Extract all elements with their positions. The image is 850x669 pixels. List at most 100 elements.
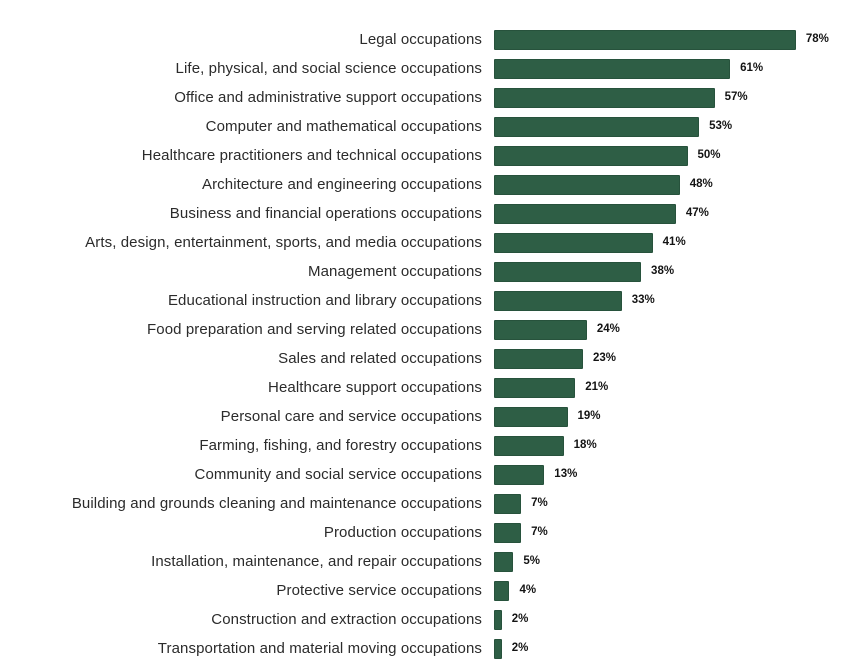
chart-row: Educational instruction and library occu… [0,286,850,315]
bar [494,232,653,253]
bar-area: 7% [494,518,850,547]
category-label: Protective service occupations [276,582,482,599]
value-label: 4% [519,583,537,596]
bar [494,319,587,340]
chart-row: Farming, fishing, and forestry occupatio… [0,431,850,460]
category-label: Computer and mathematical occupations [205,118,482,135]
chart-row: Transportation and material moving occup… [0,634,850,663]
value-label: 23% [593,351,617,364]
chart-row: Personal care and service occupations 19% [0,402,850,431]
category-label: Farming, fishing, and forestry occupatio… [199,437,482,454]
category-label: Legal occupations [359,31,482,48]
value-label: 47% [685,206,709,219]
bar-area: 47% [494,199,850,228]
value-label: 50% [697,148,721,161]
chart-row: Building and grounds cleaning and mainte… [0,489,850,518]
bar [494,116,700,137]
value-label: 13% [554,467,578,480]
chart-row: Production occupations 7% [0,518,850,547]
chart-row: Management occupations 38% [0,257,850,286]
bar [494,493,522,514]
bar-area: 18% [494,431,850,460]
chart-row: Healthcare support occupations 21% [0,373,850,402]
category-label: Food preparation and serving related occ… [146,321,482,338]
bar-area: 23% [494,344,850,373]
category-label: Life, physical, and social science occup… [175,60,482,77]
value-label: 33% [631,293,655,306]
chart-row: Construction and extraction occupations 2… [0,605,850,634]
chart-row: Sales and related occupations 23% [0,344,850,373]
bar [494,203,676,224]
chart-row: Food preparation and serving related occ… [0,315,850,344]
category-label: Management occupations [308,263,482,280]
bar-area: 53% [494,112,850,141]
value-label: 2% [511,612,529,625]
chart-row: Arts, design, entertainment, sports, and… [0,228,850,257]
chart-row: Business and financial operations occupa… [0,199,850,228]
bar [494,261,642,282]
bar-area: 57% [494,83,850,112]
bar [494,551,514,572]
bar-area: 41% [494,228,850,257]
chart-row: Computer and mathematical occupations 53% [0,112,850,141]
bar-area: 48% [494,170,850,199]
value-label: 38% [651,264,675,277]
bar-area: 7% [494,489,850,518]
category-label: Healthcare support occupations [268,379,482,396]
chart-row: Life, physical, and social science occup… [0,54,850,83]
category-label: Office and administrative support occupa… [174,89,482,106]
value-label: 24% [596,322,620,335]
bar-area: 2% [494,634,850,663]
category-label: Healthcare practitioners and technical o… [141,147,482,164]
value-label: 7% [531,525,548,538]
category-label: Architecture and engineering occupations [201,176,482,193]
bar [494,464,545,485]
category-label: Community and social service occupations [194,466,482,483]
bar-area: 24% [494,315,850,344]
value-label: 78% [805,32,829,45]
bar-area: 21% [494,373,850,402]
bar [494,377,576,398]
chart-row: Installation, maintenance, and repair oc… [0,547,850,576]
value-label: 41% [662,235,686,248]
value-label: 61% [740,61,764,74]
value-label: 48% [689,177,713,190]
value-label: 57% [724,90,748,103]
bar [494,58,731,79]
chart-row: Architecture and engineering occupations… [0,170,850,199]
chart-row: Office and administrative support occupa… [0,83,850,112]
category-label: Building and grounds cleaning and mainte… [71,495,482,512]
bar [494,522,522,543]
chart-row: Protective service occupations 4% [0,576,850,605]
category-label: Business and financial operations occupa… [169,205,482,222]
value-label: 53% [709,119,733,132]
bar [494,435,564,456]
bar-area: 4% [494,576,850,605]
value-label: 19% [577,409,601,422]
bar-area: 78% [494,25,850,54]
bar-area: 19% [494,402,850,431]
bar [494,638,502,659]
bar-area: 13% [494,460,850,489]
category-label: Installation, maintenance, and repair oc… [151,553,482,570]
category-label: Personal care and service occupations [220,408,482,425]
value-label: 2% [511,641,529,654]
category-label: Production occupations [323,524,482,541]
category-label: Construction and extraction occupations [211,611,482,628]
category-label: Educational instruction and library occu… [167,292,482,309]
category-label: Transportation and material moving occup… [157,640,482,657]
value-label: 21% [585,380,609,393]
bar-area: 5% [494,547,850,576]
value-label: 18% [573,438,597,451]
value-label: 7% [531,496,548,509]
bar-area: 38% [494,257,850,286]
bar [494,174,680,195]
bar [494,87,715,108]
category-label: Arts, design, entertainment, sports, and… [85,234,482,251]
chart-row: Healthcare practitioners and technical o… [0,141,850,170]
bar [494,609,502,630]
bar [494,29,796,50]
chart-row: Legal occupations 78% [0,25,850,54]
bar [494,580,510,601]
